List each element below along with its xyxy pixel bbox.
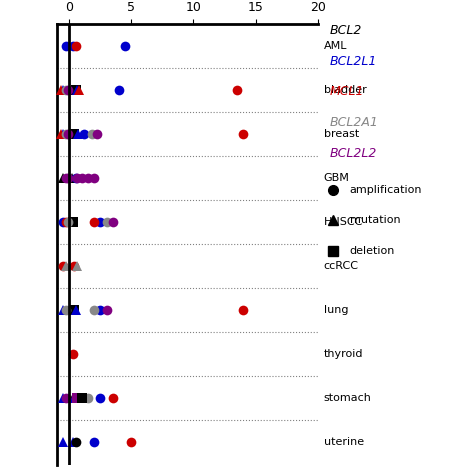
Text: lung: lung bbox=[324, 305, 348, 315]
Text: bladder: bladder bbox=[324, 85, 366, 95]
Text: BCL2L2: BCL2L2 bbox=[330, 147, 377, 160]
Text: MCL1: MCL1 bbox=[330, 85, 365, 98]
Text: HNSCC: HNSCC bbox=[324, 217, 363, 227]
Text: mutation: mutation bbox=[350, 215, 400, 226]
Text: deletion: deletion bbox=[350, 246, 395, 256]
Text: breast: breast bbox=[324, 129, 359, 139]
Text: thyroid: thyroid bbox=[324, 349, 363, 359]
Text: BCL2A1: BCL2A1 bbox=[330, 116, 379, 129]
Text: BCL2: BCL2 bbox=[330, 24, 362, 36]
Text: GBM: GBM bbox=[324, 173, 350, 183]
Text: AML: AML bbox=[324, 41, 347, 51]
Text: stomach: stomach bbox=[324, 393, 372, 403]
Text: BCL2L1: BCL2L1 bbox=[330, 55, 377, 67]
Text: ccRCC: ccRCC bbox=[324, 261, 359, 271]
Text: amplification: amplification bbox=[350, 184, 422, 195]
Text: uterine: uterine bbox=[324, 438, 364, 447]
